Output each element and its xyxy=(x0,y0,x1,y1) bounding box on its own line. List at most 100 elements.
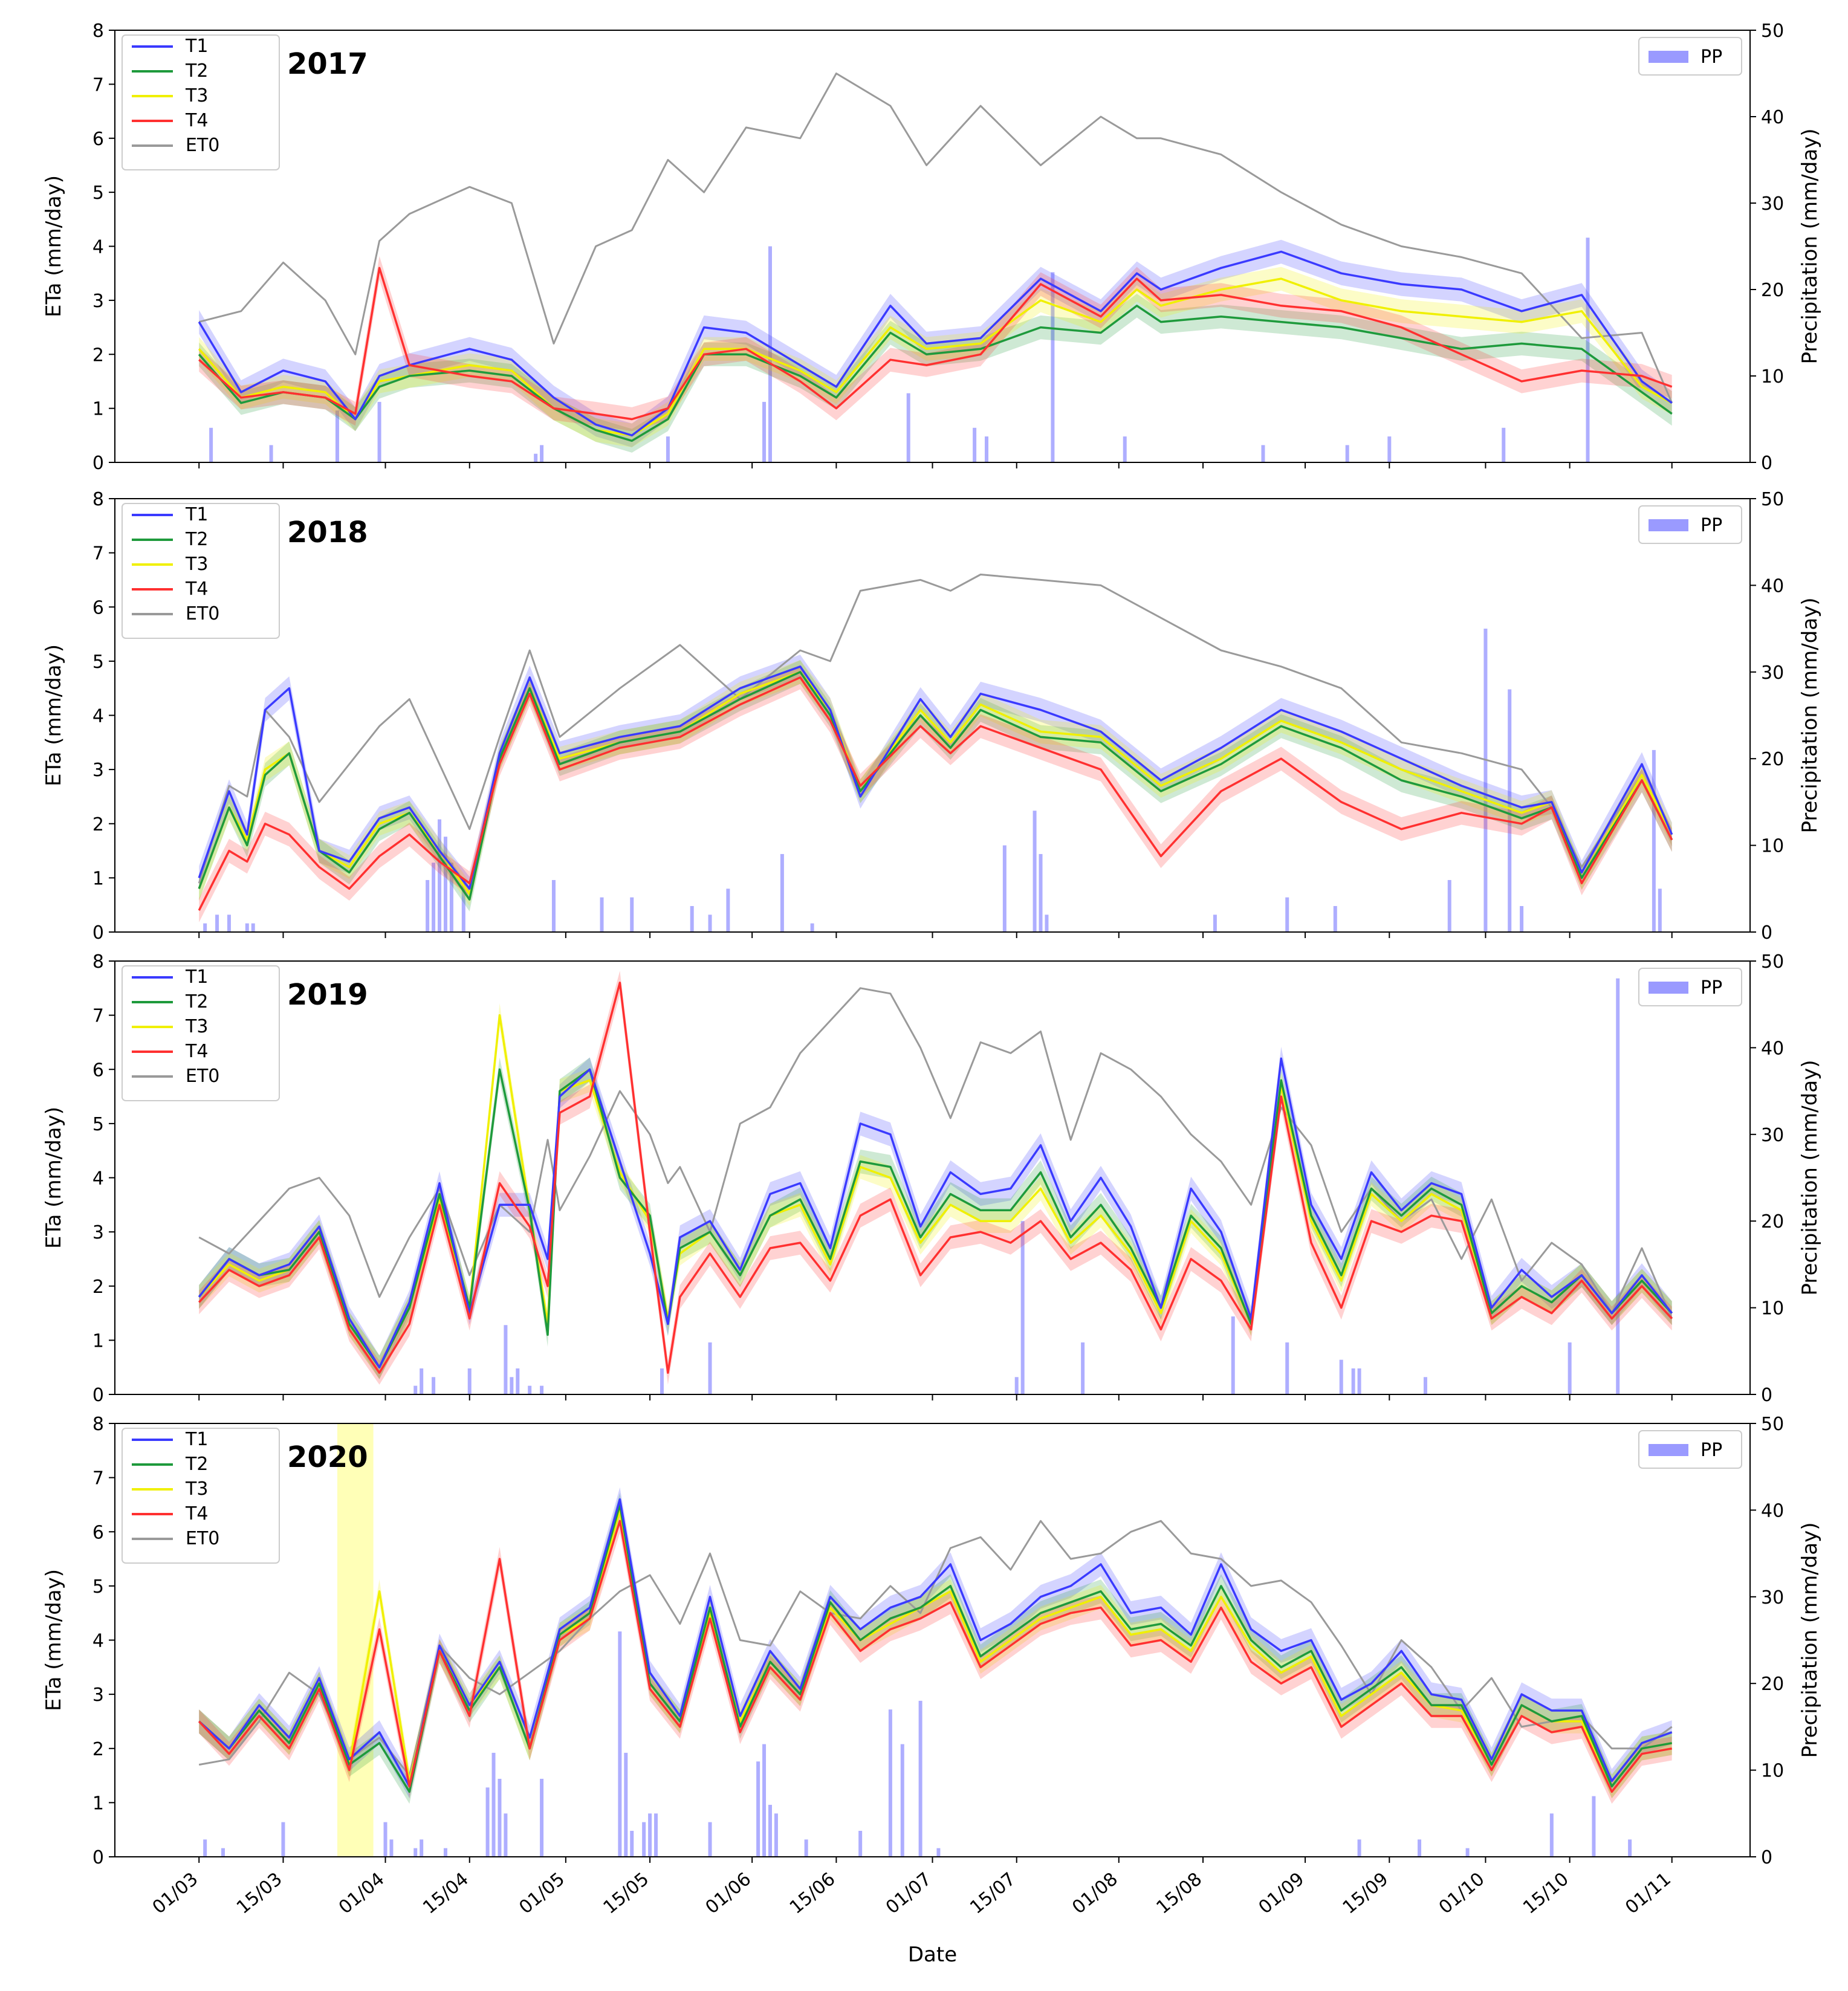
legend-label-T2: T2 xyxy=(185,991,208,1012)
legend-label-ET0: ET0 xyxy=(186,603,219,624)
y-tick-label: 5 xyxy=(92,1114,104,1135)
precip-bar xyxy=(1123,436,1127,462)
precip-bar xyxy=(1423,1377,1427,1394)
x-tick-label: 01/07 xyxy=(882,1868,936,1918)
x-tick-label: 15/05 xyxy=(599,1868,653,1918)
y-tick-label: 5 xyxy=(92,652,104,673)
band-T4 xyxy=(199,1509,1672,1804)
y-tick-label: 2 xyxy=(92,814,104,835)
panel-title: 2017 xyxy=(287,47,368,81)
x-axis-label: Date xyxy=(908,1943,957,1967)
precip-bar xyxy=(1014,1377,1019,1394)
y2-tick-label: 40 xyxy=(1761,575,1784,597)
legend-label-PP: PP xyxy=(1700,47,1722,68)
y-tick-label: 6 xyxy=(92,597,104,618)
legend-label-T3: T3 xyxy=(185,1478,208,1500)
y-tick-label: 2 xyxy=(92,1739,104,1760)
y-axis-label: ETa (mm/day) xyxy=(42,1107,66,1249)
legend-label-T2: T2 xyxy=(185,529,208,550)
y2-tick-label: 20 xyxy=(1761,1211,1784,1232)
x-tick-label: 15/04 xyxy=(419,1868,473,1918)
precip-bar xyxy=(600,897,604,932)
legend-label-T2: T2 xyxy=(185,1454,208,1475)
band-T4 xyxy=(199,665,1672,922)
precip-bar xyxy=(1002,845,1007,932)
y-tick-label: 6 xyxy=(92,1060,104,1081)
precip-bar xyxy=(438,819,442,932)
band-T2 xyxy=(199,660,1672,911)
y2-axis-label: Precipitation (mm/day) xyxy=(1798,597,1822,833)
precip-bar xyxy=(281,1822,285,1857)
precip-bar xyxy=(624,1752,628,1857)
precip-bar xyxy=(1652,749,1656,932)
precip-bar xyxy=(630,897,634,932)
precip-bar xyxy=(768,246,772,462)
precip-bar xyxy=(383,1822,387,1857)
precip-bar xyxy=(221,1848,225,1857)
legend-box xyxy=(122,1428,280,1564)
x-tick-label: 01/11 xyxy=(1621,1868,1675,1918)
precip-bar xyxy=(1261,445,1265,462)
panel-title: 2020 xyxy=(287,1440,368,1474)
highlight-band xyxy=(337,1423,374,1857)
y-tick-label: 0 xyxy=(92,1385,104,1406)
precip-bar xyxy=(1357,1839,1361,1857)
precip-bar xyxy=(203,1839,207,1857)
precip-bar xyxy=(642,1822,646,1857)
y2-tick-label: 20 xyxy=(1761,1674,1784,1695)
precip-bar xyxy=(1616,978,1620,1394)
band-T4 xyxy=(199,971,1672,1385)
precip-bar xyxy=(1447,879,1451,932)
precip-bar xyxy=(516,1368,520,1394)
precip-bar xyxy=(1081,1342,1085,1394)
y2-tick-label: 50 xyxy=(1761,1414,1784,1435)
precip-bar xyxy=(654,1813,658,1857)
legend-label-ET0: ET0 xyxy=(186,135,219,156)
precip-bar xyxy=(708,1342,712,1394)
precip-bar xyxy=(726,889,730,932)
y-tick-label: 0 xyxy=(92,922,104,944)
precip-bar xyxy=(666,436,670,462)
precip-bar xyxy=(461,879,465,932)
y2-tick-label: 30 xyxy=(1761,1125,1784,1146)
y2-tick-label: 50 xyxy=(1761,951,1784,973)
y-tick-label: 8 xyxy=(92,951,104,973)
precip-bar xyxy=(227,915,231,932)
precip-bar xyxy=(551,879,556,932)
x-tick-label: 01/06 xyxy=(702,1868,756,1918)
precip-bar xyxy=(1339,1359,1343,1394)
precip-bar xyxy=(432,1377,436,1394)
legend-box xyxy=(122,965,280,1101)
series-line-T3 xyxy=(198,671,1673,896)
legend-box xyxy=(122,34,280,170)
precip-bar xyxy=(1345,445,1349,462)
precip-bar xyxy=(420,1839,424,1857)
y2-tick-label: 20 xyxy=(1761,280,1784,301)
precip-bar xyxy=(906,393,910,462)
precip-bar xyxy=(918,1700,922,1857)
x-tick-label: 15/09 xyxy=(1339,1868,1393,1918)
series-line-ET0 xyxy=(198,987,1673,1319)
precip-bar xyxy=(1039,853,1043,932)
precip-bar xyxy=(985,436,989,462)
precip-bar xyxy=(936,1848,941,1857)
legend-label-T4: T4 xyxy=(185,1503,208,1524)
precip-bar xyxy=(528,1385,532,1394)
y2-tick-label: 40 xyxy=(1761,1500,1784,1521)
series-line-T4 xyxy=(198,267,1673,421)
y-axis-label: ETa (mm/day) xyxy=(42,175,66,317)
legend-label-T1: T1 xyxy=(185,504,208,525)
precip-bar xyxy=(768,1804,772,1857)
precip-bar xyxy=(420,1368,424,1394)
precip-bar xyxy=(504,1325,508,1394)
precip-bar xyxy=(1549,1813,1554,1857)
y-tick-label: 0 xyxy=(92,453,104,474)
precip-bar xyxy=(432,863,436,932)
y-tick-label: 4 xyxy=(92,1168,104,1190)
y2-tick-label: 50 xyxy=(1761,21,1784,42)
legend-pp-box xyxy=(1638,1430,1742,1469)
precip-bar xyxy=(467,1368,472,1394)
plot-frame xyxy=(114,30,1751,463)
precip-bar xyxy=(1285,897,1289,932)
y2-tick-label: 20 xyxy=(1761,749,1784,770)
